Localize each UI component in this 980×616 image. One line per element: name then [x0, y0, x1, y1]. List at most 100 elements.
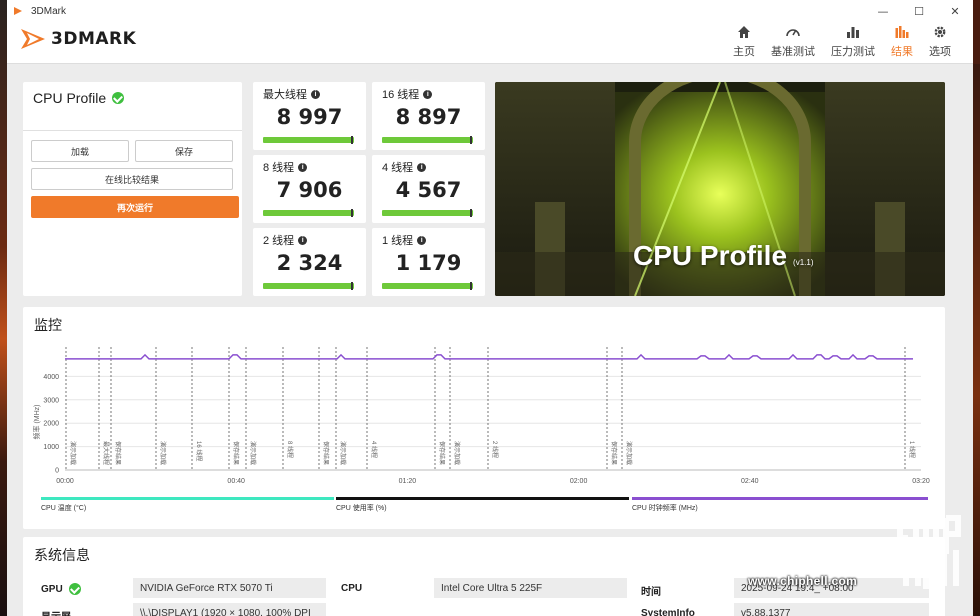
app-icon [14, 7, 22, 15]
legend-usage-label[interactable]: CPU 使用率 (%) [336, 503, 387, 512]
watermark-url: www.chiphell.com [748, 574, 858, 588]
app-window: 3DMark — ☐ ✕ 3DMARK 主页 基准测试 [7, 0, 973, 616]
maximize-button[interactable]: ☐ [914, 4, 924, 18]
systeminfo-value: v5.88.1377 [734, 603, 929, 616]
window-title: 3DMark [31, 5, 67, 17]
app-header: 3DMARK 主页 基准测试 压力测试 结果 选项 [7, 22, 973, 64]
summary-card: CPU Profile 加载 保存 在线比较结果 再次运行 [23, 82, 242, 296]
x-tick-label: 02:40 [741, 478, 759, 485]
info-icon[interactable]: i [417, 162, 427, 172]
titlebar: 3DMark — ☐ ✕ [7, 0, 973, 22]
hero-artwork [495, 82, 945, 296]
nav-home[interactable]: 主页 [733, 24, 755, 59]
phase-marker-label: 演示加载 [453, 441, 461, 465]
benchmark-hero-image: CPU Profile (v1.1) [495, 82, 945, 296]
divider [23, 130, 242, 131]
desktop-background-right [973, 64, 980, 616]
score-value: 7 906 [276, 178, 343, 202]
legend-temp-label[interactable]: CPU 温度 (°C) [41, 503, 86, 512]
gpu-label-text: GPU [41, 583, 63, 595]
system-info-panel: 系统信息 GPU NVIDIA GeForce RTX 5070 Ti CPU … [23, 537, 945, 616]
compare-online-button[interactable]: 在线比较结果 [31, 168, 233, 190]
phase-marker-label: 保存结果 [114, 441, 122, 465]
nav-results[interactable]: 结果 [891, 24, 913, 59]
score-bar [382, 209, 473, 217]
time-value: 2025-09-24 19:4_ +08:00 [734, 578, 929, 598]
nav-home-label: 主页 [733, 46, 755, 58]
cpu-value: Intel Core Ultra 5 225F [434, 578, 627, 598]
cpu-label: CPU [341, 583, 363, 594]
score-card-2-threads: 2 线程 i 2 324 [253, 228, 366, 296]
y-tick-label: 1000 [43, 444, 59, 451]
nav-options-label: 选项 [929, 46, 951, 58]
nav-stress-tests[interactable]: 压力测试 [831, 24, 875, 59]
phase-marker-label: 最大线程 [102, 441, 110, 465]
logo: 3DMARK [19, 26, 136, 52]
system-info-title: 系统信息 [34, 547, 90, 563]
chiphell-watermark-logo [897, 502, 961, 589]
minimize-button[interactable]: — [877, 4, 889, 18]
hero-title: CPU Profile [633, 240, 788, 271]
info-icon[interactable]: i [298, 235, 308, 245]
score-value: 4 567 [395, 178, 462, 202]
monitoring-panel: 监控 频率 (MHz) 0 1000 2000 3000 4000 00:00 00:40… [23, 307, 945, 529]
close-button[interactable]: ✕ [950, 4, 960, 18]
time-label: 时间 [641, 587, 661, 598]
phase-marker-label: 4 线程 [370, 441, 378, 458]
results-icon [895, 26, 909, 38]
x-tick-label: 02:00 [570, 478, 588, 485]
logo-mark-icon [21, 29, 45, 49]
score-bar [263, 136, 354, 144]
hero-title-row: CPU Profile (v1.1) [633, 240, 813, 272]
y-tick-label: 4000 [43, 374, 59, 381]
score-label: 1 线程 [382, 235, 414, 247]
systeminfo-label: SystemInfo [641, 608, 695, 616]
phase-marker-label: 演示加载 [69, 441, 77, 465]
nav-options[interactable]: 选项 [929, 24, 951, 59]
score-card-1-thread: 1 线程 i 1 179 [372, 228, 485, 296]
valid-check-icon [112, 92, 125, 104]
x-tick-label: 01:20 [399, 478, 417, 485]
legend-usage-bar [336, 497, 629, 500]
bar-chart-icon [847, 27, 859, 38]
x-tick-label: 00:00 [56, 478, 74, 485]
score-label: 最大线程 [263, 89, 307, 101]
score-bar [382, 282, 473, 290]
summary-title-row: CPU Profile [33, 90, 125, 106]
x-tick-label: 00:40 [227, 478, 245, 485]
gpu-value: NVIDIA GeForce RTX 5070 Ti [133, 578, 326, 598]
score-label: 8 线程 [263, 162, 295, 174]
score-value: 8 997 [276, 105, 343, 129]
monitoring-chart: 频率 (MHz) 0 1000 2000 3000 4000 00:00 00:40 01:… [32, 347, 930, 512]
legend-clock-label[interactable]: CPU 时钟频率 (MHz) [632, 503, 698, 512]
score-bar [382, 136, 473, 144]
display-label: 显示屏 [41, 608, 71, 616]
logo-text: 3DMARK [51, 29, 137, 49]
load-button[interactable]: 加载 [31, 140, 129, 162]
score-card-16-threads: 16 线程 i 8 897 [372, 82, 485, 150]
score-card-4-threads: 4 线程 i 4 567 [372, 155, 485, 223]
info-icon[interactable]: i [311, 89, 320, 99]
phase-marker-label: 演示加载 [339, 441, 347, 465]
score-label: 2 线程 [263, 235, 295, 247]
display-value: \\.\DISPLAY1 (1920 × 1080, 100% DPI [133, 603, 326, 616]
info-icon[interactable]: i [298, 162, 308, 172]
y-tick-label: 0 [55, 468, 59, 475]
nav-results-label: 结果 [891, 46, 913, 58]
score-label: 16 线程 [382, 89, 420, 101]
nav-benchmarks[interactable]: 基准测试 [771, 24, 815, 59]
phase-marker-label: 演示加载 [249, 441, 257, 465]
legend-clock-bar [632, 497, 928, 500]
phase-marker-label: 保存结果 [438, 441, 446, 465]
info-icon[interactable]: i [417, 235, 427, 245]
phase-marker-label: 16 线程 [195, 441, 203, 461]
run-again-button[interactable]: 再次运行 [31, 196, 239, 218]
phase-marker-label: 保存结果 [232, 441, 240, 465]
y-tick-label: 3000 [43, 397, 59, 404]
main-nav: 主页 基准测试 压力测试 结果 选项 [717, 24, 951, 59]
save-button[interactable]: 保存 [135, 140, 233, 162]
x-tick-label: 03:20 [912, 478, 930, 485]
score-card-max-threads: 最大线程 i 8 997 [253, 82, 366, 150]
info-icon[interactable]: i [423, 89, 433, 99]
score-value: 2 324 [276, 251, 343, 275]
